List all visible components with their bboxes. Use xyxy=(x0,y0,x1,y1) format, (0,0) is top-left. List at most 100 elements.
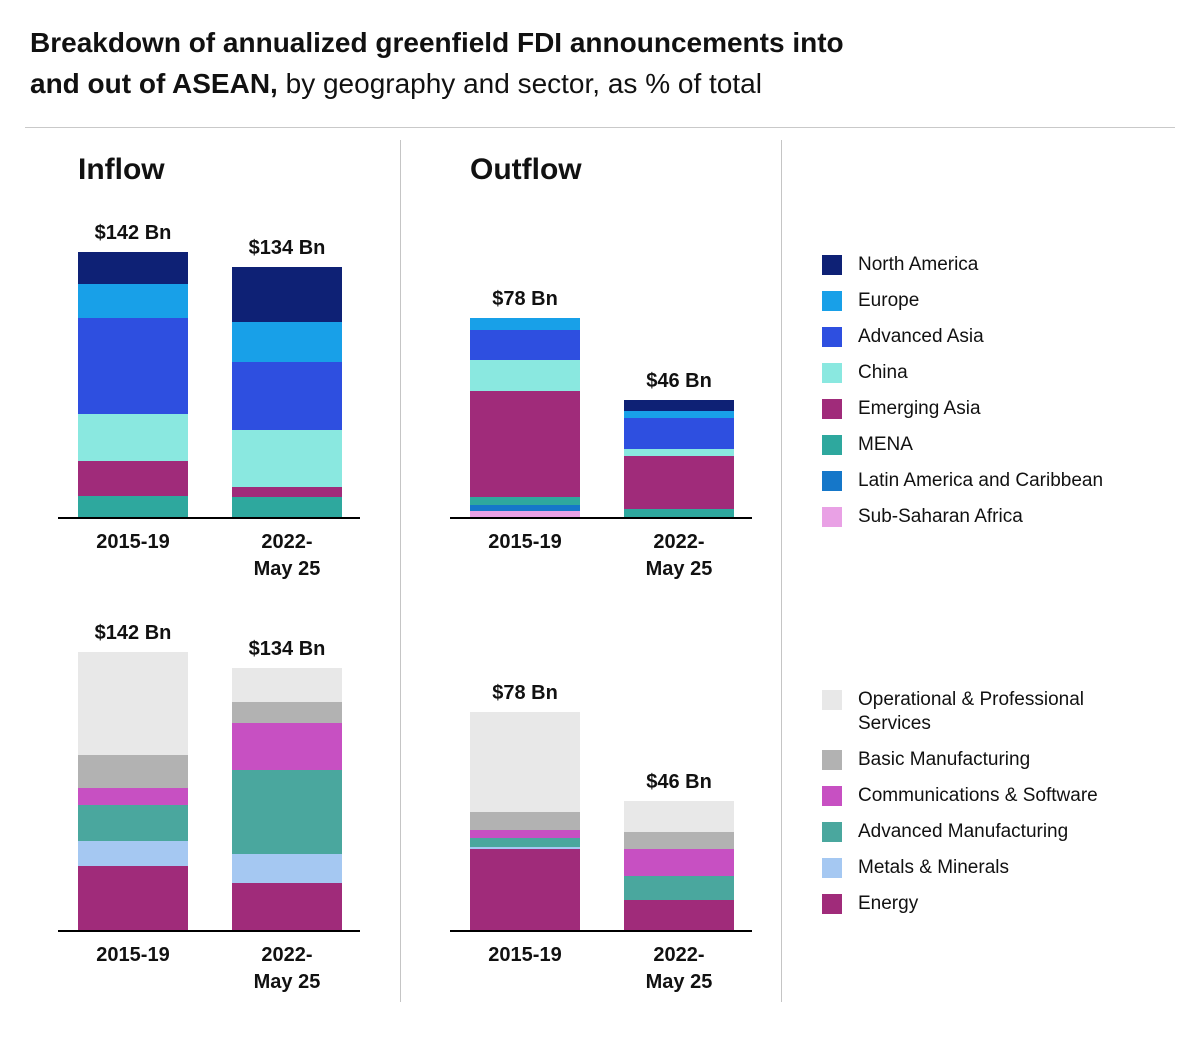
x-axis-label: 2022- May 25 xyxy=(232,942,342,996)
legend-geography: North America Europe Advanced Asia China Eme… xyxy=(822,253,1103,541)
bar-stack xyxy=(624,801,734,930)
legend-sector: Operational & Professional Services Basic… xyxy=(822,688,1116,928)
segment-mena xyxy=(624,508,734,517)
x-axis-label: 2015-19 xyxy=(78,942,188,996)
x-axis-label-line: 2022- xyxy=(653,944,705,966)
x-axis-label-line: May 25 xyxy=(253,971,321,993)
x-axis-label-line: 2015-19 xyxy=(96,944,170,966)
legend-label: North America xyxy=(858,254,979,275)
bar-stack xyxy=(624,399,734,517)
legend-label: Communications & Software xyxy=(858,785,1098,806)
segment-basic_manufacturing xyxy=(624,832,734,849)
title-line-1: Breakdown of annualized greenfield FDI a… xyxy=(30,27,844,58)
segment-metals_minerals xyxy=(470,847,580,850)
segment-emerging_asia xyxy=(232,487,342,497)
bar-2015-19: $78 Bn xyxy=(470,288,580,517)
legend-swatch-sub_saharan_africa xyxy=(822,507,842,527)
legend-swatch-metals_minerals xyxy=(822,858,842,878)
panel-divider-line-1 xyxy=(400,140,401,1002)
legend-swatch-mena xyxy=(822,435,842,455)
panel-title-outflow: Outflow xyxy=(470,153,582,186)
x-axis-label: 2022- May 25 xyxy=(624,529,734,583)
legend-label: Energy xyxy=(858,893,919,914)
legend-swatch-operational_professional_services xyxy=(822,690,842,710)
bar-value-label: $142 Bn xyxy=(94,222,172,244)
legend-item-north_america: North America xyxy=(822,253,1103,277)
bar-2022-: $134 Bn xyxy=(232,237,342,517)
segment-operational_professional_services xyxy=(232,667,342,702)
page-title: Breakdown of annualized greenfield FDI a… xyxy=(30,22,844,104)
legend-item-advanced_manufacturing: Advanced Manufacturing xyxy=(822,820,1116,844)
legend-item-europe: Europe xyxy=(822,289,1103,313)
bar-value-label: $142 Bn xyxy=(94,622,172,644)
legend-label: Sub-Saharan Africa xyxy=(858,506,1023,527)
legend-swatch-north_america xyxy=(822,255,842,275)
bar-stack xyxy=(78,252,188,517)
chart-inflow-sector: $142 Bn $134 Bn 2015-19 2022- May 25 xyxy=(58,612,360,993)
x-axis-label-line: 2015-19 xyxy=(96,531,170,553)
title-divider-line xyxy=(25,127,1175,128)
segment-operational_professional_services xyxy=(624,801,734,833)
x-axis-line xyxy=(58,930,360,932)
bar-2015-19: $142 Bn xyxy=(78,222,188,517)
bar-stack xyxy=(470,318,580,517)
segment-basic_manufacturing xyxy=(232,701,342,723)
x-axis-label-line: May 25 xyxy=(645,971,713,993)
bar-value-label: $46 Bn xyxy=(646,369,712,392)
bar-value-label: $46 Bn xyxy=(646,771,712,794)
segment-latin_america xyxy=(470,504,580,511)
x-axis-label: 2015-19 xyxy=(470,942,580,996)
segment-advanced_manufacturing xyxy=(78,804,188,842)
segment-operational_professional_services xyxy=(78,652,188,755)
segment-advanced_manufacturing xyxy=(470,838,580,848)
chart-outflow-geography: $78 Bn $46 Bn 2015-19 2022- May 25 xyxy=(450,199,752,580)
segment-advanced_asia xyxy=(470,329,580,360)
segment-advanced_asia xyxy=(232,362,342,430)
segment-metals_minerals xyxy=(232,853,342,883)
panel-divider-line-2 xyxy=(781,140,782,1002)
legend-swatch-basic_manufacturing xyxy=(822,750,842,770)
segment-emerging_asia xyxy=(78,461,188,496)
legend-item-operational_professional_services: Operational & Professional Services xyxy=(822,688,1116,736)
segment-communications_software xyxy=(470,829,580,839)
segment-communications_software xyxy=(78,788,188,805)
segment-north_america xyxy=(232,267,342,322)
x-axis-line xyxy=(450,930,752,932)
legend-item-emerging_asia: Emerging Asia xyxy=(822,397,1103,421)
segment-mena xyxy=(470,496,580,505)
legend-swatch-europe xyxy=(822,291,842,311)
bar-stack xyxy=(232,267,342,517)
legend-swatch-emerging_asia xyxy=(822,399,842,419)
legend-label: China xyxy=(858,362,908,383)
x-axis-label: 2022- May 25 xyxy=(232,529,342,583)
legend-item-china: China xyxy=(822,361,1103,385)
legend-swatch-advanced_asia xyxy=(822,327,842,347)
bar-2015-19: $78 Bn xyxy=(470,682,580,930)
legend-swatch-latin_america xyxy=(822,471,842,491)
segment-energy xyxy=(232,882,342,930)
title-line-2: and out of ASEAN, by geography and secto… xyxy=(30,68,762,99)
bar-value-label: $78 Bn xyxy=(492,288,558,310)
bar-2022-: $46 Bn xyxy=(624,771,734,930)
segment-energy xyxy=(470,849,580,930)
segment-north_america xyxy=(624,399,734,412)
segment-europe xyxy=(624,411,734,419)
segment-energy xyxy=(624,900,734,930)
segment-advanced_manufacturing xyxy=(232,769,342,854)
segment-metals_minerals xyxy=(78,841,188,867)
bar-value-label: $78 Bn xyxy=(492,682,558,704)
panel-title-inflow: Inflow xyxy=(78,153,165,186)
legend-swatch-communications_software xyxy=(822,786,842,806)
x-axis-label-line: 2022- xyxy=(653,531,705,553)
x-axis-label-line: 2022- xyxy=(261,944,313,966)
x-axis-label-line: May 25 xyxy=(253,558,321,580)
x-axis-label: 2022- May 25 xyxy=(624,942,734,996)
bar-2022-: $134 Bn xyxy=(232,638,342,930)
legend-swatch-energy xyxy=(822,894,842,914)
bar-2015-19: $142 Bn xyxy=(78,622,188,930)
segment-emerging_asia xyxy=(624,455,734,509)
legend-item-communications_software: Communications & Software xyxy=(822,784,1116,808)
x-axis-label-line: May 25 xyxy=(645,558,713,580)
segment-sub_saharan_africa xyxy=(470,510,580,517)
segment-communications_software xyxy=(232,722,342,770)
